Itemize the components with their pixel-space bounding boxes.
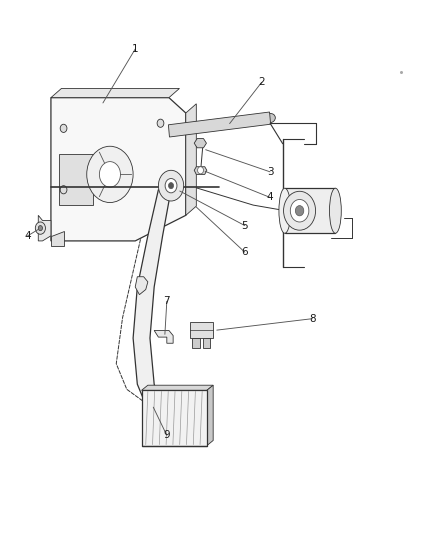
Circle shape bbox=[87, 146, 133, 203]
Ellipse shape bbox=[278, 188, 290, 233]
Bar bbox=[59, 154, 93, 205]
Text: 3: 3 bbox=[266, 167, 273, 177]
Bar bbox=[192, 338, 199, 349]
Bar bbox=[284, 188, 335, 233]
Circle shape bbox=[168, 183, 173, 189]
Circle shape bbox=[60, 124, 67, 132]
Text: 9: 9 bbox=[163, 430, 170, 440]
Polygon shape bbox=[185, 104, 196, 215]
Circle shape bbox=[38, 225, 42, 231]
Ellipse shape bbox=[264, 114, 275, 123]
Circle shape bbox=[35, 222, 46, 235]
Polygon shape bbox=[141, 390, 206, 446]
Polygon shape bbox=[51, 88, 179, 98]
Text: 4: 4 bbox=[266, 192, 273, 203]
Polygon shape bbox=[194, 139, 206, 148]
Polygon shape bbox=[135, 277, 148, 295]
Polygon shape bbox=[168, 112, 270, 137]
Polygon shape bbox=[141, 385, 213, 390]
Circle shape bbox=[60, 185, 67, 194]
Text: 4: 4 bbox=[25, 231, 31, 241]
Circle shape bbox=[290, 199, 308, 222]
Bar bbox=[202, 338, 210, 349]
Polygon shape bbox=[38, 215, 51, 241]
Polygon shape bbox=[51, 231, 64, 246]
Text: 2: 2 bbox=[258, 77, 265, 87]
Ellipse shape bbox=[329, 188, 340, 233]
Text: 8: 8 bbox=[308, 314, 315, 324]
Polygon shape bbox=[51, 98, 185, 241]
Polygon shape bbox=[154, 330, 173, 343]
Text: 5: 5 bbox=[241, 221, 247, 231]
Circle shape bbox=[157, 119, 163, 127]
Text: 1: 1 bbox=[131, 44, 138, 54]
Circle shape bbox=[161, 176, 180, 198]
Circle shape bbox=[165, 179, 177, 193]
Polygon shape bbox=[206, 385, 213, 446]
Circle shape bbox=[158, 171, 183, 201]
Text: 7: 7 bbox=[163, 296, 170, 306]
Text: 6: 6 bbox=[241, 247, 247, 257]
Polygon shape bbox=[133, 190, 171, 410]
Circle shape bbox=[283, 191, 315, 230]
Bar bbox=[190, 322, 213, 338]
Polygon shape bbox=[194, 167, 206, 174]
Circle shape bbox=[166, 182, 175, 192]
Circle shape bbox=[197, 167, 203, 174]
Circle shape bbox=[295, 206, 303, 216]
Circle shape bbox=[99, 161, 120, 187]
